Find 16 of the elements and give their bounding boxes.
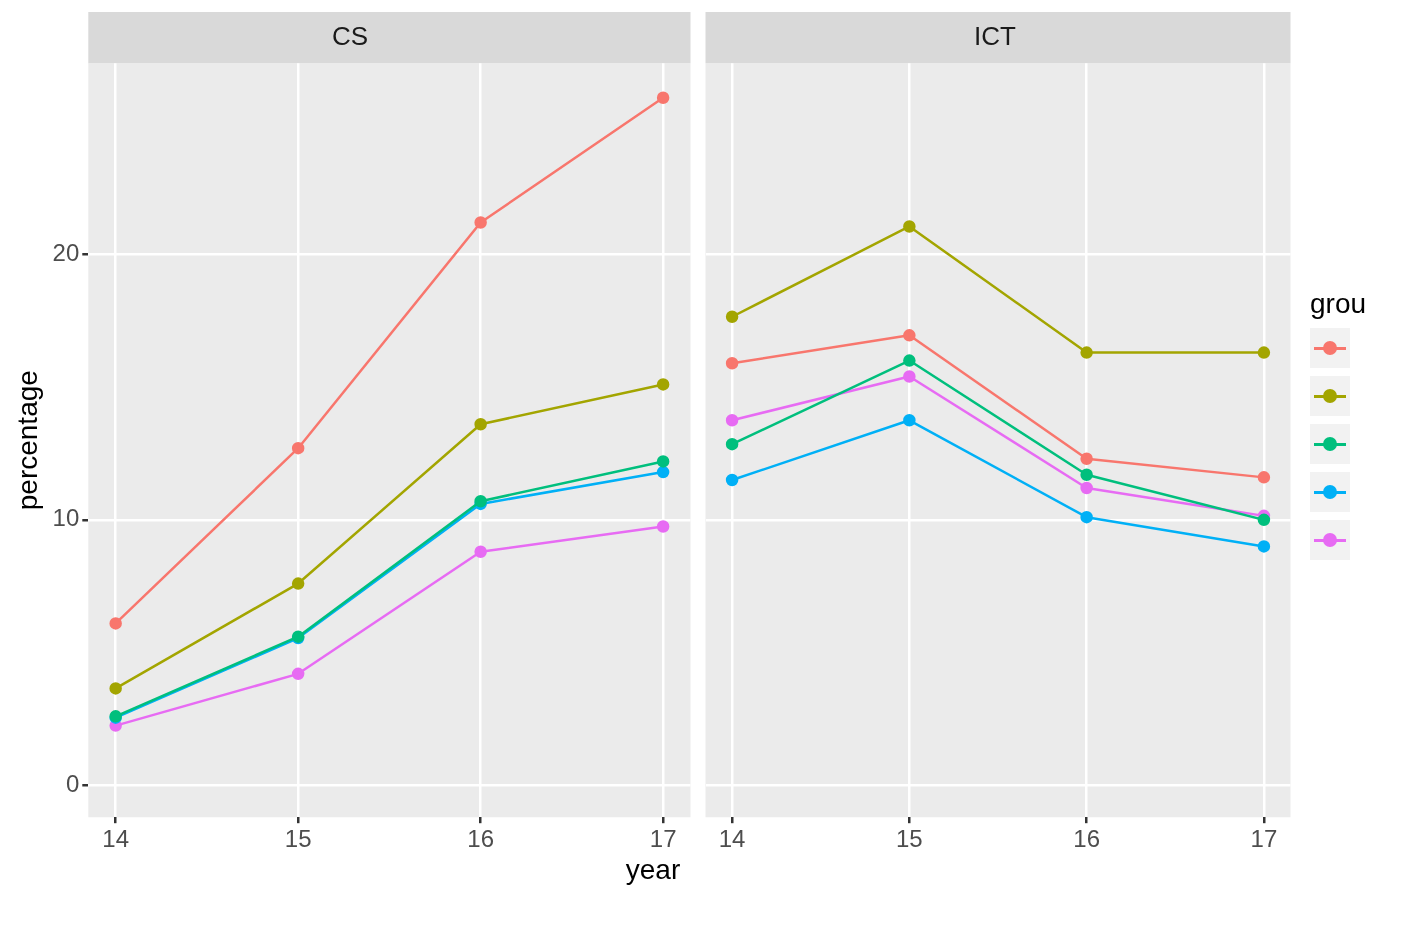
x-tick-label: 14 (102, 825, 130, 853)
legend-title: grou (1310, 288, 1368, 320)
y-axis-title: percentage (11, 370, 43, 511)
chart-title: ICT (974, 20, 1017, 51)
x-tick-label: 16 (1073, 825, 1100, 853)
x-tick-label: 17 (1250, 825, 1278, 853)
x-axis-title: year (624, 854, 682, 886)
x-tick-label: 14 (718, 825, 746, 853)
x-tick-label: 15 (284, 825, 312, 853)
x-tick-label: 15 (896, 825, 923, 853)
x-tick-label: 16 (467, 825, 494, 853)
x-tick-label: 17 (649, 825, 677, 853)
y-tick-label: 0 (65, 769, 80, 797)
chart-title: CS (331, 20, 369, 51)
y-tick-label: 20 (52, 238, 80, 266)
y-tick-label: 10 (52, 504, 80, 532)
